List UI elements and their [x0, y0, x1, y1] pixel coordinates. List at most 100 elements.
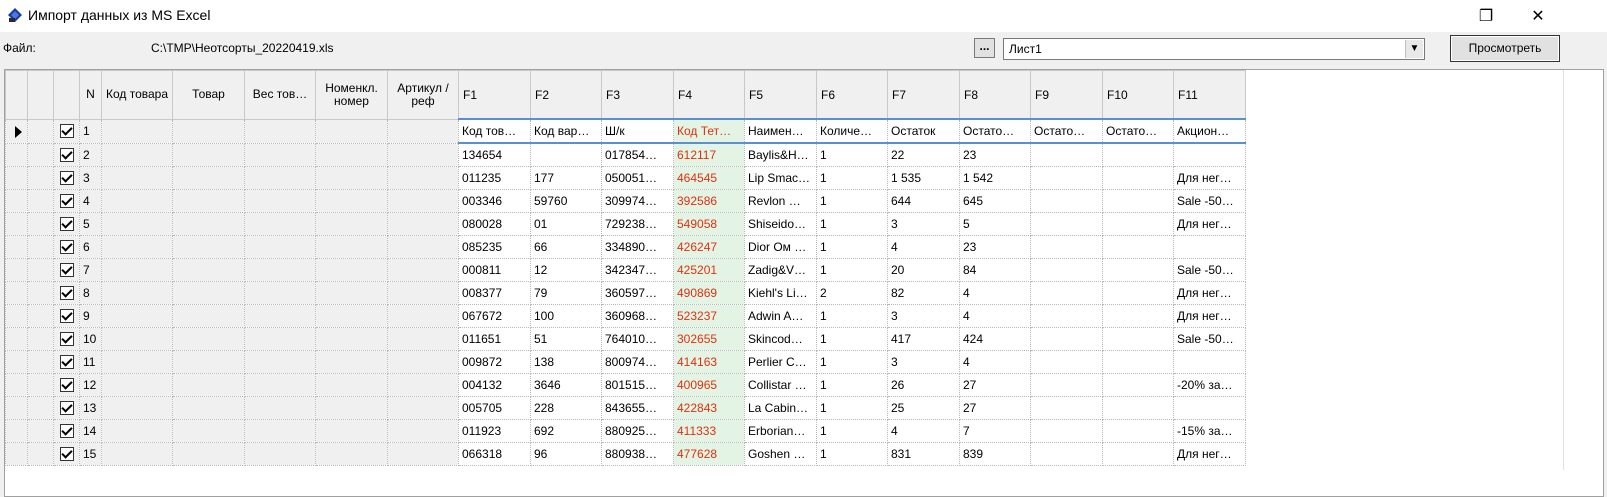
checkbox-checked-icon[interactable] [59, 124, 74, 139]
mapped-cell[interactable] [244, 281, 316, 305]
cell-f3[interactable]: 729238… [601, 212, 674, 236]
cell-f10[interactable] [1102, 281, 1174, 305]
column-header[interactable]: Артикул / реф [387, 70, 459, 120]
cell-f7[interactable]: 3 [887, 350, 960, 374]
cell-f2[interactable]: 79 [530, 281, 602, 305]
cell-f7[interactable]: 644 [887, 189, 960, 213]
mapped-cell[interactable] [172, 166, 245, 190]
mapped-cell[interactable] [172, 419, 245, 443]
cell-f1[interactable]: 134654 [458, 142, 531, 167]
cell-f11[interactable] [1173, 142, 1246, 167]
cell-f7[interactable]: 25 [887, 396, 960, 420]
cell-f8[interactable]: Остато… [959, 118, 1031, 144]
cell-f7[interactable]: 831 [887, 442, 960, 466]
mapped-cell[interactable] [387, 442, 459, 466]
mapped-cell[interactable] [101, 118, 173, 144]
cell-f7[interactable]: 4 [887, 419, 960, 443]
row-checkbox[interactable] [53, 419, 80, 443]
cell-f8[interactable]: 839 [959, 442, 1031, 466]
cell-f5[interactable]: Dior Ом … [744, 235, 817, 259]
checkbox-checked-icon[interactable] [59, 171, 74, 186]
cell-f8[interactable]: 23 [959, 235, 1031, 259]
cell-f5[interactable]: Revlon … [744, 189, 817, 213]
table-row[interactable]: 13 005705 228 843655… 422843 La Cabin… 1 25 27 [5, 396, 1317, 420]
cell-f6[interactable]: 1 [816, 258, 888, 282]
table-row[interactable]: 1 Код тов… Код вар… Ш/к Код Тет… Наимен… Колич… [5, 118, 1317, 144]
cell-f1[interactable]: 080028 [458, 212, 531, 236]
checkbox-checked-icon[interactable] [59, 424, 74, 439]
cell-f8[interactable]: 5 [959, 212, 1031, 236]
mapped-cell[interactable] [387, 304, 459, 328]
cell-f11[interactable] [1173, 350, 1246, 374]
cell-f3[interactable]: 880925… [601, 419, 674, 443]
cell-f3[interactable]: 050051… [601, 166, 674, 190]
cell-f11[interactable]: Для нег… [1173, 442, 1246, 466]
cell-f8[interactable]: 4 [959, 281, 1031, 305]
cell-f7[interactable]: Остаток [887, 118, 960, 144]
mapped-cell[interactable] [172, 142, 245, 167]
cell-f2[interactable]: 59760 [530, 189, 602, 213]
cell-f8[interactable]: 4 [959, 350, 1031, 374]
checkbox-checked-icon[interactable] [59, 240, 74, 255]
mapped-cell[interactable] [244, 142, 316, 167]
cell-f3[interactable]: 843655… [601, 396, 674, 420]
table-row[interactable]: 11 009872 138 800974… 414163 Perlier C… 1 3 4 [5, 350, 1317, 374]
row-checkbox[interactable] [53, 442, 80, 466]
mapped-cell[interactable] [387, 396, 459, 420]
restore-icon[interactable]: ❐ [1478, 8, 1494, 25]
cell-f10[interactable] [1102, 258, 1174, 282]
cell-f1[interactable]: 085235 [458, 235, 531, 259]
column-header[interactable]: F1 [458, 70, 531, 120]
cell-f5[interactable]: Наимен… [744, 118, 817, 144]
mapped-cell[interactable] [244, 258, 316, 282]
mapped-cell[interactable] [315, 235, 388, 259]
mapped-cell[interactable] [315, 350, 388, 374]
row-checkbox[interactable] [53, 189, 80, 213]
mapped-cell[interactable] [387, 419, 459, 443]
mapped-cell[interactable] [244, 235, 316, 259]
mapped-cell[interactable] [315, 419, 388, 443]
cell-f3[interactable]: 764010… [601, 327, 674, 351]
cell-f1[interactable]: 011235 [458, 166, 531, 190]
column-header[interactable]: Код товара [101, 70, 173, 120]
row-checkbox[interactable] [53, 350, 80, 374]
mapped-cell[interactable] [315, 142, 388, 167]
cell-f1[interactable]: 011651 [458, 327, 531, 351]
table-row[interactable]: 9 067672 100 360968… 523237 Adwin A… 1 3 4 Для не… [5, 304, 1317, 328]
cell-f2[interactable]: 177 [530, 166, 602, 190]
mapped-cell[interactable] [387, 166, 459, 190]
cell-f11[interactable]: Sale -50… [1173, 258, 1246, 282]
cell-f10[interactable] [1102, 350, 1174, 374]
cell-f11[interactable]: Для нег… [1173, 304, 1246, 328]
mapped-cell[interactable] [315, 118, 388, 144]
mapped-cell[interactable] [172, 304, 245, 328]
column-header[interactable]: N [79, 70, 102, 120]
mapped-cell[interactable] [244, 118, 316, 144]
cell-f2[interactable]: 96 [530, 442, 602, 466]
table-row[interactable]: 14 011923 692 880925… 411333 Erborian… 1 4 7 -15%… [5, 419, 1317, 443]
cell-f6[interactable]: 1 [816, 142, 888, 167]
checkbox-checked-icon[interactable] [59, 148, 74, 163]
row-checkbox[interactable] [53, 166, 80, 190]
cell-f8[interactable]: 84 [959, 258, 1031, 282]
table-row[interactable]: 5 080028 01 729238… 549058 Shiseido… 1 3 5 Для не… [5, 212, 1317, 236]
cell-f8[interactable]: 23 [959, 142, 1031, 167]
table-row[interactable]: 10 011651 51 764010… 302655 Skincod… 1 417 424 Sa… [5, 327, 1317, 351]
cell-f10[interactable] [1102, 142, 1174, 167]
cell-f5[interactable]: Zadig&V… [744, 258, 817, 282]
mapped-cell[interactable] [244, 419, 316, 443]
cell-f1[interactable]: 008377 [458, 281, 531, 305]
cell-f2[interactable]: 692 [530, 419, 602, 443]
mapped-cell[interactable] [101, 304, 173, 328]
cell-f9[interactable] [1030, 350, 1103, 374]
cell-f4[interactable]: 426247 [673, 235, 745, 259]
row-checkbox[interactable] [53, 396, 80, 420]
mapped-cell[interactable] [101, 281, 173, 305]
cell-f3[interactable]: 800974… [601, 350, 674, 374]
checkbox-checked-icon[interactable] [59, 401, 74, 416]
column-header[interactable]: F3 [601, 70, 674, 120]
cell-f2[interactable]: 138 [530, 350, 602, 374]
mapped-cell[interactable] [244, 396, 316, 420]
cell-f6[interactable]: Количе… [816, 118, 888, 144]
mapped-cell[interactable] [315, 281, 388, 305]
